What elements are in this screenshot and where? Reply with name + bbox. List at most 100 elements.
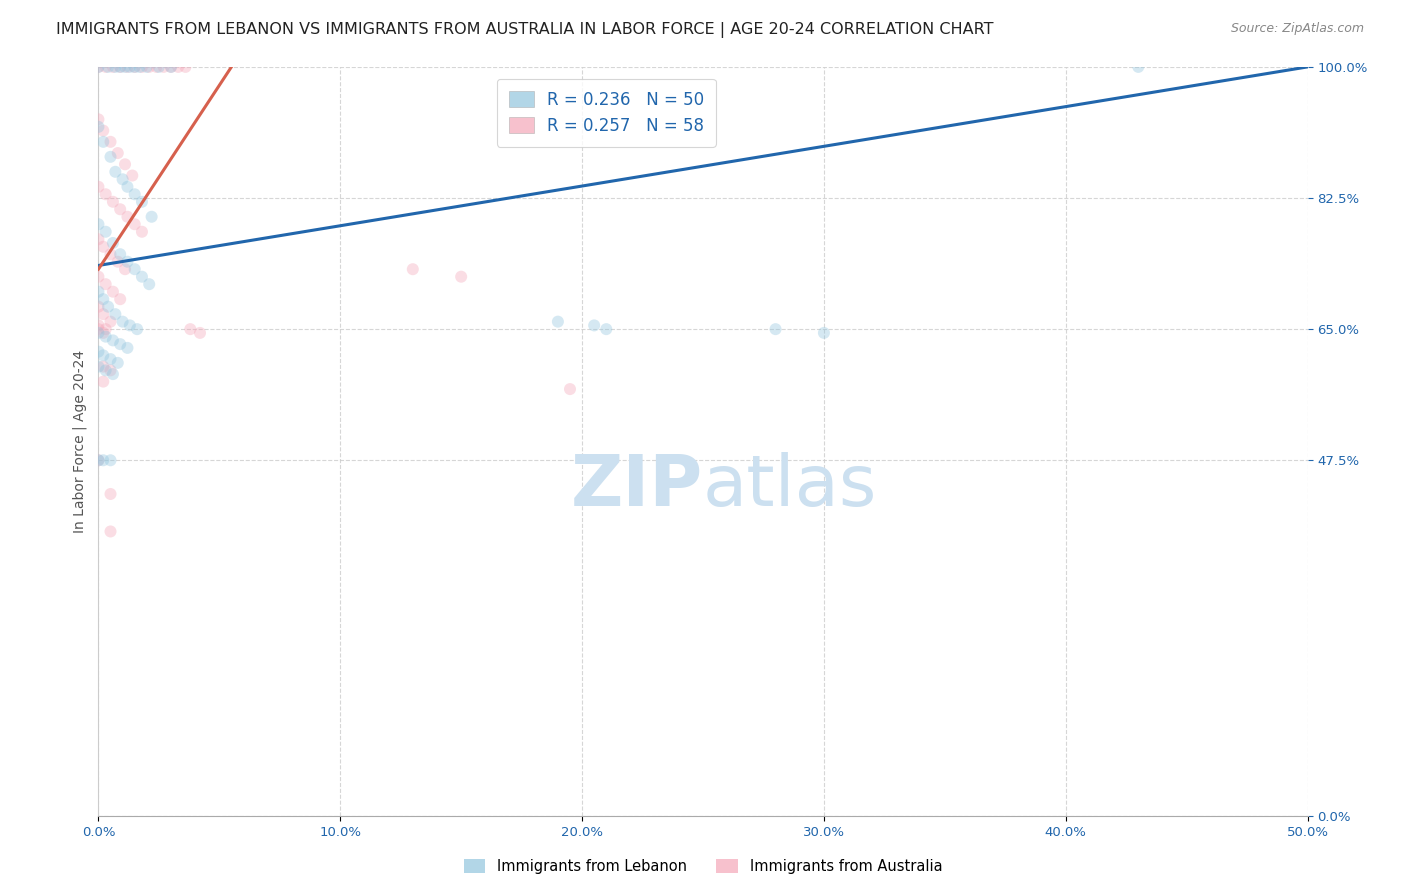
Point [138, 277, 160, 292]
Point [124, 60, 146, 74]
Point [131, 225, 153, 239]
Point [101, 285, 124, 299]
Point [100, 487, 122, 501]
Point [87, 359, 110, 374]
Point [87, 326, 110, 340]
Point [104, 165, 127, 179]
Point [100, 363, 122, 377]
Point [91, 375, 114, 389]
Point [118, 60, 141, 74]
Point [583, 318, 606, 333]
Point [107, 146, 129, 161]
Point [124, 187, 146, 202]
Point [87, 232, 110, 246]
Point [174, 60, 197, 74]
Point [100, 135, 122, 149]
Point [100, 453, 122, 467]
Point [402, 262, 425, 277]
Point [127, 322, 149, 336]
Point [111, 315, 134, 329]
Legend: Immigrants from Lebanon, Immigrants from Australia: Immigrants from Lebanon, Immigrants from… [458, 854, 948, 880]
Point [91, 240, 114, 254]
Point [87, 60, 110, 74]
Point [87, 344, 110, 359]
Point [118, 318, 141, 333]
Point [124, 262, 146, 277]
Point [94, 187, 117, 202]
Point [152, 60, 174, 74]
Point [87, 60, 110, 74]
Point [87, 269, 110, 284]
Point [108, 292, 131, 306]
Point [145, 60, 167, 74]
Point [94, 329, 117, 343]
Point [117, 179, 139, 194]
Point [101, 60, 124, 74]
Point [87, 217, 110, 231]
Point [114, 60, 136, 74]
Point [188, 326, 211, 340]
Point [87, 322, 110, 336]
Point [104, 60, 127, 74]
Point [121, 169, 143, 183]
Point [765, 322, 787, 336]
Point [101, 334, 124, 348]
Legend: R = 0.236   N = 50, R = 0.257   N = 58: R = 0.236 N = 50, R = 0.257 N = 58 [496, 79, 716, 146]
Point [91, 123, 114, 137]
Point [108, 337, 131, 351]
Point [91, 307, 114, 321]
Point [97, 300, 120, 314]
Point [91, 359, 114, 374]
Point [87, 318, 110, 333]
Point [104, 307, 127, 321]
Point [117, 254, 139, 268]
Point [91, 326, 114, 340]
Point [87, 120, 110, 134]
Point [94, 277, 117, 292]
Point [94, 225, 117, 239]
Point [87, 453, 110, 467]
Point [131, 269, 153, 284]
Text: atlas: atlas [703, 452, 877, 521]
Point [87, 112, 110, 127]
Point [135, 60, 157, 74]
Point [97, 60, 120, 74]
Point [558, 382, 581, 396]
Point [547, 315, 569, 329]
Point [100, 352, 122, 367]
Point [131, 194, 153, 209]
Point [87, 179, 110, 194]
Point [138, 60, 160, 74]
Point [114, 157, 136, 171]
Text: Source: ZipAtlas.com: Source: ZipAtlas.com [1230, 22, 1364, 36]
Point [100, 247, 122, 261]
Point [108, 60, 131, 74]
Point [100, 150, 122, 164]
Point [94, 363, 117, 377]
Point [117, 341, 139, 355]
Point [101, 235, 124, 250]
Point [141, 210, 163, 224]
Point [131, 60, 153, 74]
Text: ZIP: ZIP [571, 452, 703, 521]
Text: IMMIGRANTS FROM LEBANON VS IMMIGRANTS FROM AUSTRALIA IN LABOR FORCE | AGE 20-24 : IMMIGRANTS FROM LEBANON VS IMMIGRANTS FR… [56, 22, 994, 38]
Point [160, 60, 183, 74]
Point [94, 60, 117, 74]
Point [87, 285, 110, 299]
Point [91, 292, 114, 306]
Y-axis label: In Labor Force | Age 20-24: In Labor Force | Age 20-24 [73, 350, 87, 533]
Point [91, 348, 114, 362]
Point [124, 60, 146, 74]
Point [100, 315, 122, 329]
Point [179, 322, 201, 336]
Point [595, 322, 617, 336]
Point [108, 247, 131, 261]
Point [87, 453, 110, 467]
Point [114, 262, 136, 277]
Point [450, 269, 472, 284]
Point [813, 326, 835, 340]
Point [160, 60, 183, 74]
Point [128, 60, 150, 74]
Point [148, 60, 170, 74]
Point [87, 300, 110, 314]
